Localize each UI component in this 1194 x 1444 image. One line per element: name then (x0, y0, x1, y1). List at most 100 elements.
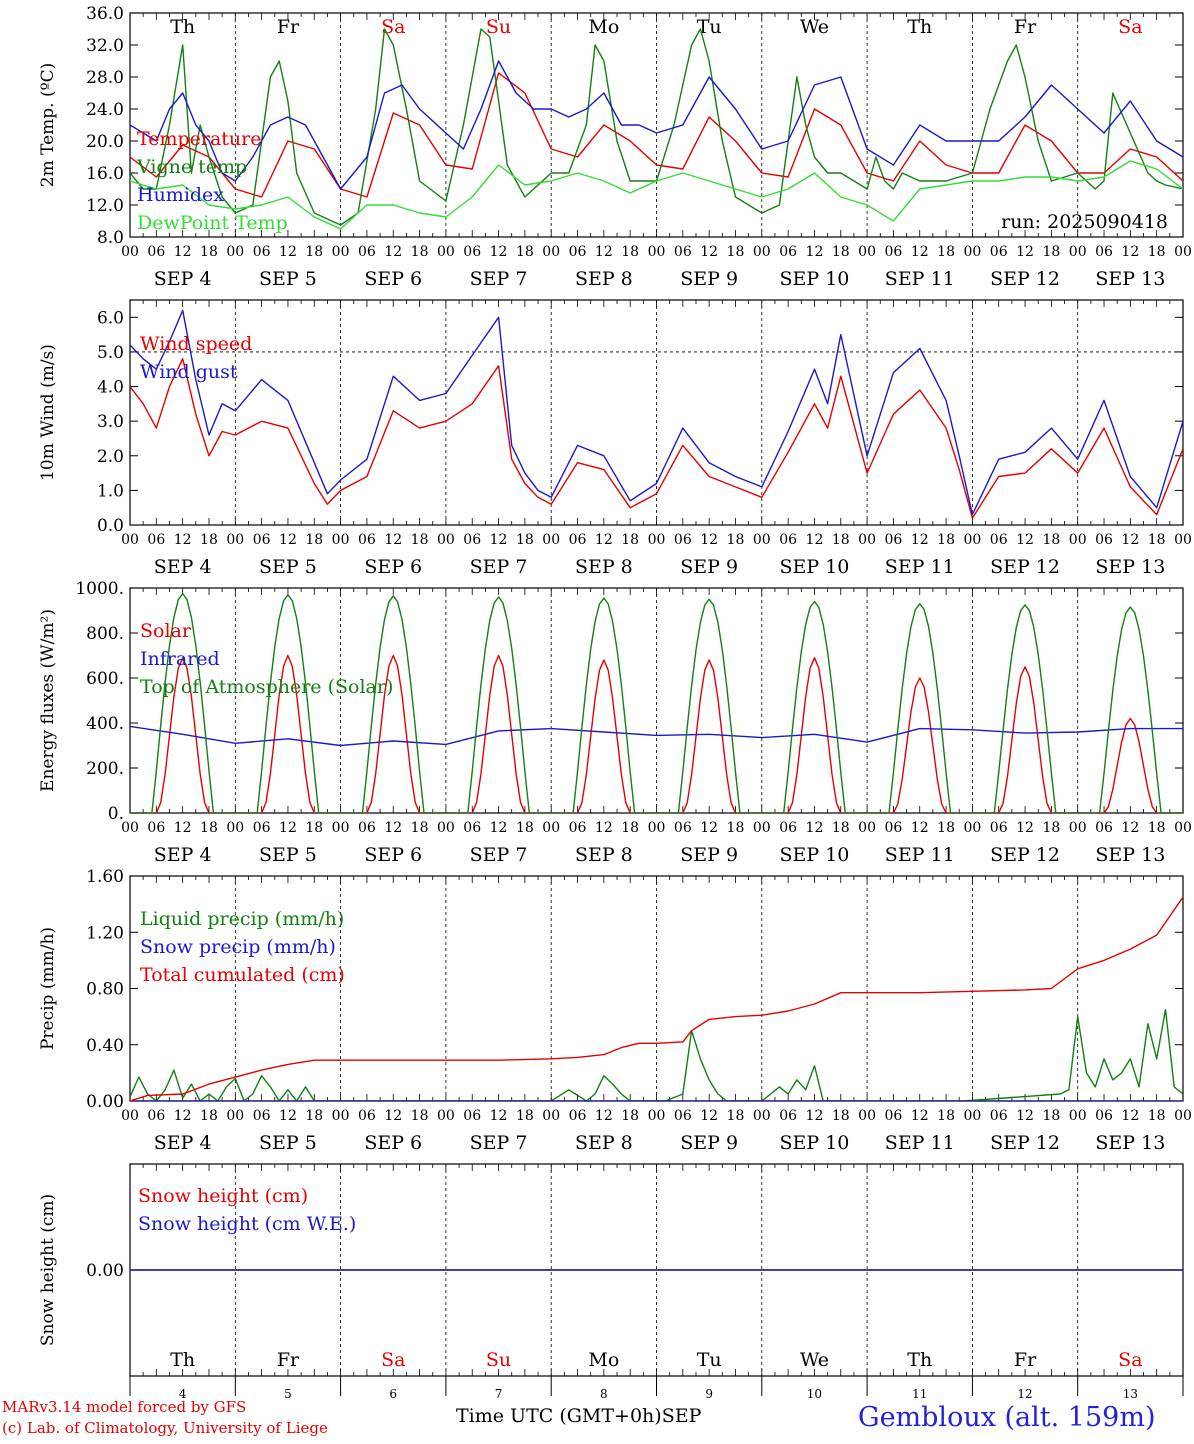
series-line-wind-1 (130, 309, 1183, 516)
hour-label: 06 (779, 1108, 797, 1124)
time-axis-title: Time UTC (GMT+0h) (456, 1405, 662, 1427)
legend-entry: Solar (140, 620, 192, 642)
date-label: SEP 7 (470, 268, 528, 290)
hour-label: 12 (700, 532, 718, 548)
hour-label: 00 (226, 1108, 244, 1124)
hour-label: 06 (990, 1108, 1008, 1124)
y-tick-label: 5.0 (97, 343, 124, 363)
hour-label: 18 (1148, 244, 1166, 260)
panel-snow: 0.00 Snow height (cm) Th Fr Sa Su Mo Tu We Th Fr Sa… (38, 1163, 1184, 1377)
y-tick-label: 800. (86, 624, 124, 644)
day-number-label: 4 (179, 1387, 187, 1401)
y-tick-label: 8.0 (97, 228, 124, 248)
legend-entry: Liquid precip (mm/h) (140, 908, 344, 930)
hour-label: 12 (174, 820, 192, 836)
hour-label: 18 (621, 1108, 639, 1124)
hour-label: 00 (332, 532, 350, 548)
hour-label: 06 (1095, 820, 1113, 836)
day-number-label: 7 (495, 1387, 503, 1401)
hour-label: 00 (1174, 532, 1192, 548)
hour-label: 12 (490, 244, 508, 260)
plot-frame (129, 587, 1184, 814)
hour-label: 06 (147, 532, 165, 548)
hour-label: 12 (911, 532, 929, 548)
day-number-label: 13 (1123, 1387, 1138, 1401)
hour-label: 12 (806, 820, 824, 836)
date-label: SEP 8 (575, 556, 633, 578)
date-label: SEP 10 (780, 556, 850, 578)
hour-label: 18 (621, 532, 639, 548)
hour-label: 18 (305, 1108, 323, 1124)
hour-label: 06 (358, 244, 376, 260)
legend-entry: Infrared (140, 648, 220, 670)
date-label: SEP 9 (680, 1132, 738, 1154)
hour-label: 12 (384, 244, 402, 260)
hour-label: 06 (147, 820, 165, 836)
run-label: run: 2025090418 (1001, 211, 1168, 233)
hour-label: 12 (279, 532, 297, 548)
hour-label: 06 (885, 244, 903, 260)
day-number-label: 9 (705, 1387, 713, 1401)
hour-label: 00 (332, 1108, 350, 1124)
hour-label: 18 (200, 820, 218, 836)
hour-label: 00 (648, 244, 666, 260)
model-credit: MARv3.14 model forced by GFS (2, 1398, 247, 1416)
hour-label: 06 (463, 244, 481, 260)
weekday-label: Sa (381, 1349, 405, 1371)
hour-label: 18 (832, 1108, 850, 1124)
hour-label: 00 (437, 1108, 455, 1124)
hour-label: 00 (437, 820, 455, 836)
weekday-label: Sa (381, 16, 405, 38)
date-label: SEP 13 (1095, 844, 1165, 866)
y-tick-label: 400. (86, 714, 124, 734)
hour-label: 06 (253, 532, 271, 548)
hour-label: 18 (516, 532, 534, 548)
y-tick-label: 2.0 (97, 447, 124, 467)
weekday-label: Th (907, 1349, 932, 1371)
series-line-temp-3 (130, 160, 1183, 230)
hour-label: 12 (700, 244, 718, 260)
hour-label: 06 (253, 244, 271, 260)
date-label: SEP 12 (990, 268, 1060, 290)
y-tick-label: 24.0 (86, 100, 124, 120)
hour-label: 06 (147, 1108, 165, 1124)
hour-label: 00 (858, 820, 876, 836)
date-label: SEP 7 (470, 1132, 528, 1154)
hour-label: 06 (990, 820, 1008, 836)
hour-label: 00 (542, 820, 560, 836)
series-group (130, 592, 1183, 813)
date-label: SEP 5 (259, 556, 317, 578)
hour-label: 12 (595, 820, 613, 836)
date-label: SEP 8 (575, 1132, 633, 1154)
date-label: SEP 12 (990, 1132, 1060, 1154)
hour-label: 12 (490, 820, 508, 836)
legend-entry: Humidex (137, 184, 224, 206)
hour-label: 06 (674, 820, 692, 836)
hour-label: 18 (937, 1108, 955, 1124)
date-label: SEP 5 (259, 268, 317, 290)
date-label: SEP 13 (1095, 268, 1165, 290)
hour-label: 18 (621, 244, 639, 260)
hour-label: 00 (437, 244, 455, 260)
hour-label: 06 (674, 244, 692, 260)
copyright-credit: (c) Lab. of Climatology, University of L… (2, 1419, 328, 1437)
weekday-label: Th (170, 16, 195, 38)
hour-label: 18 (937, 820, 955, 836)
weekday-label: Su (486, 16, 511, 38)
hour-label: 00 (1174, 1108, 1192, 1124)
date-label: SEP 11 (885, 268, 955, 290)
hour-label: 00 (753, 532, 771, 548)
day-number-label: 11 (912, 1387, 927, 1401)
date-label: SEP 9 (680, 268, 738, 290)
y-axis-label: 2m Temp. (ºC) (38, 63, 58, 188)
hour-label: 06 (779, 532, 797, 548)
hour-label: 06 (253, 820, 271, 836)
panel-energy: 0. 200. 400. 600. 800. 1000. Energy fluxes (W/… (38, 579, 1192, 866)
date-label: SEP 11 (885, 556, 955, 578)
series-line-energy-2 (130, 592, 1183, 813)
hour-label: 12 (490, 1108, 508, 1124)
date-label: SEP 6 (364, 556, 422, 578)
date-label: SEP 6 (364, 1132, 422, 1154)
series-line-temp-2 (130, 60, 1183, 190)
legend-entry: Snow height (cm) (138, 1185, 308, 1207)
